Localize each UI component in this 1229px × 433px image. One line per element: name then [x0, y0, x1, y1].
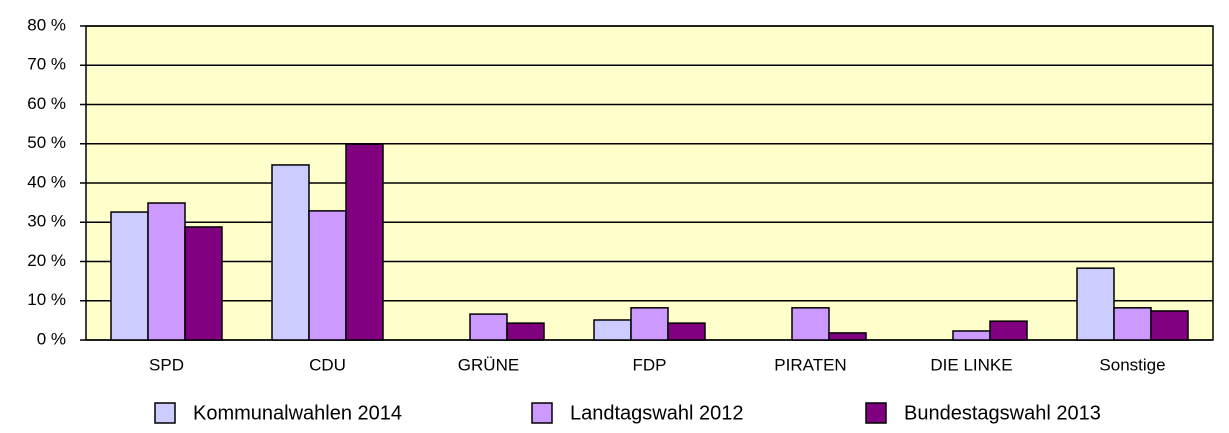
bar	[791, 307, 830, 341]
y-tick-label: 80 %	[27, 15, 66, 34]
bar	[506, 322, 545, 341]
bar	[110, 211, 149, 341]
y-tick-label: 20 %	[27, 251, 66, 270]
y-tick-label: 30 %	[27, 212, 66, 231]
bar	[630, 307, 669, 341]
legend-label: Kommunalwahlen 2014	[193, 402, 402, 424]
x-tick-label: PIRATEN	[774, 355, 846, 374]
y-tick-label: 10 %	[27, 290, 66, 309]
bar	[308, 210, 347, 341]
legend-swatch	[154, 402, 176, 424]
bar	[952, 330, 991, 341]
x-tick-label: SPD	[149, 355, 184, 374]
bar	[345, 143, 384, 341]
bar	[989, 320, 1028, 341]
legend-label: Landtagswahl 2012	[570, 402, 743, 424]
y-tick-label: 50 %	[27, 133, 66, 152]
bar	[147, 202, 186, 341]
bar	[1150, 310, 1189, 341]
bar	[667, 322, 706, 341]
x-tick-label: Sonstige	[1099, 355, 1165, 374]
x-tick-label: CDU	[309, 355, 346, 374]
legend-swatch	[531, 402, 553, 424]
bar	[828, 332, 867, 341]
legend-label: Bundestagswahl 2013	[904, 402, 1101, 424]
bar	[469, 313, 508, 341]
bar	[593, 319, 632, 341]
bar	[1076, 267, 1115, 341]
y-tick-label: 40 %	[27, 172, 66, 191]
x-tick-label: DIE LINKE	[930, 355, 1012, 374]
y-tick-label: 70 %	[27, 55, 66, 74]
y-tick-label: 0 %	[37, 329, 66, 348]
bar	[271, 164, 310, 341]
bar	[184, 226, 223, 341]
legend-swatch	[865, 402, 887, 424]
y-tick-label: 60 %	[27, 94, 66, 113]
x-tick-label: FDP	[633, 355, 667, 374]
x-tick-label: GRÜNE	[458, 355, 519, 374]
bar	[1113, 307, 1152, 341]
